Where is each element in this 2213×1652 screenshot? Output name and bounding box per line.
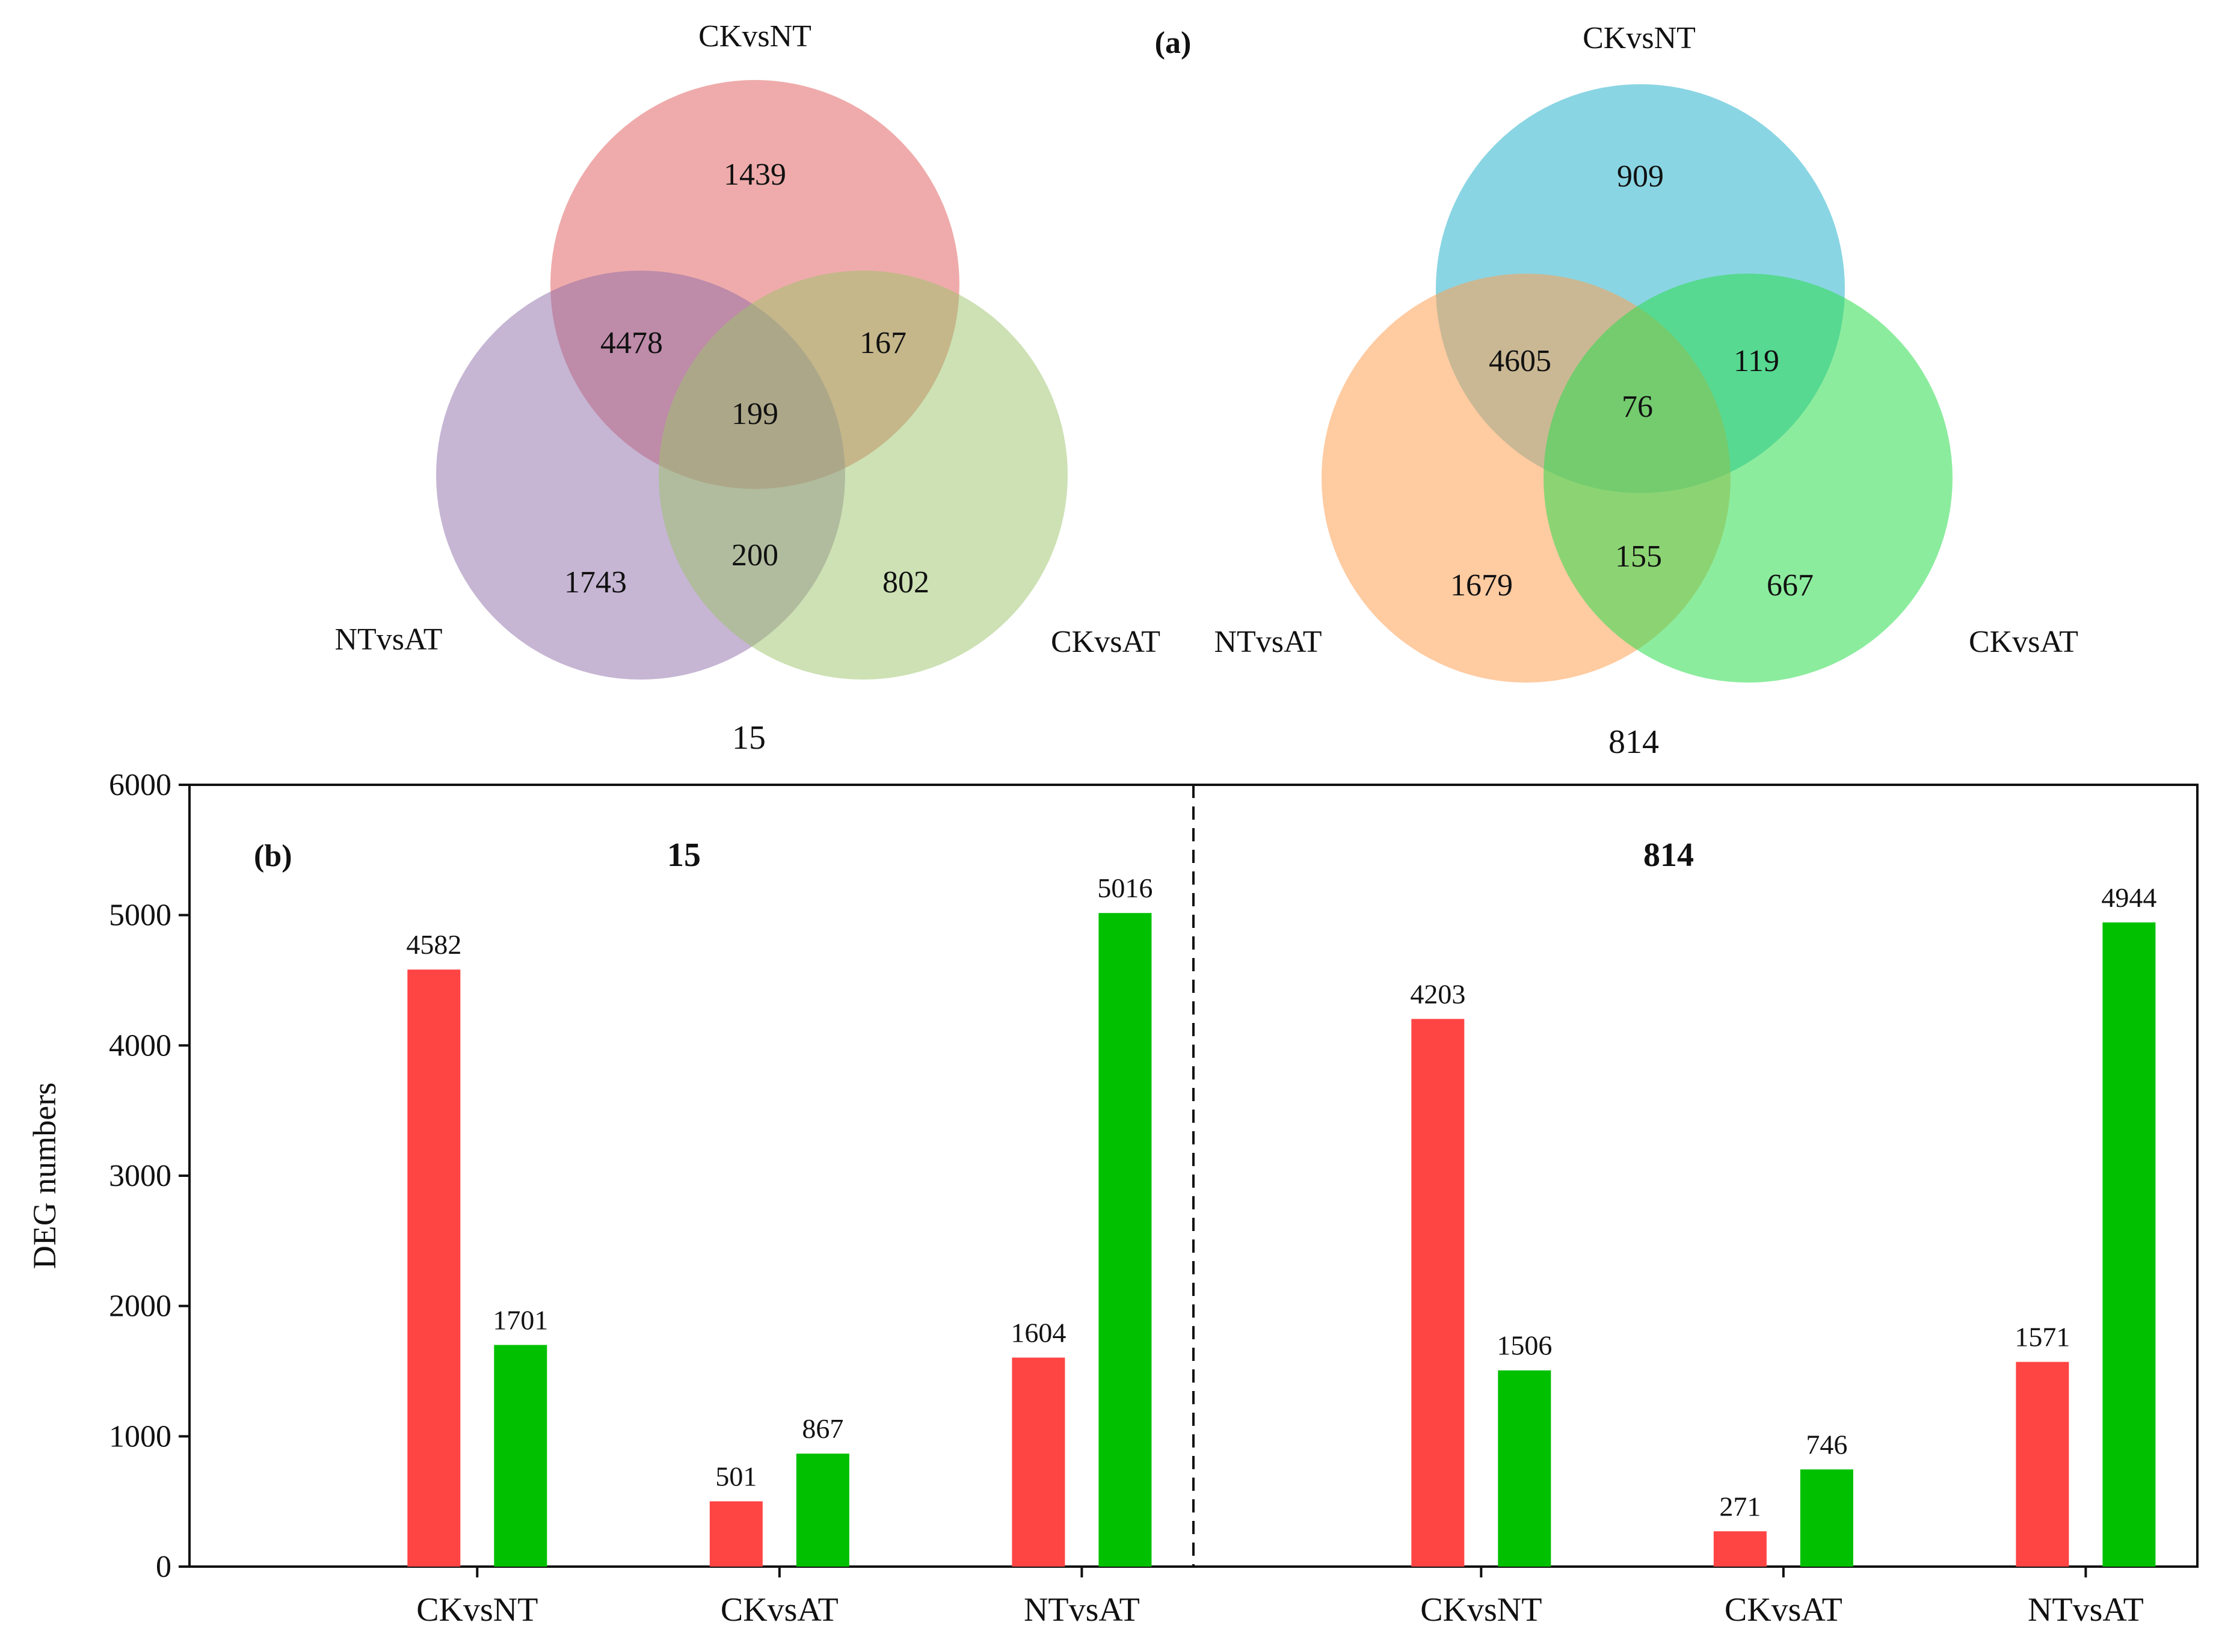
venn-814-region-only-right: 667	[1767, 568, 1814, 603]
bar-value-label: 4582	[406, 929, 461, 960]
venn-814-region-center: 76	[1622, 390, 1653, 424]
bar-green	[796, 1454, 849, 1567]
bar-green	[1498, 1370, 1551, 1567]
group-label: 814	[1643, 837, 1694, 874]
bar-red	[709, 1501, 763, 1567]
x-axis: CKvsNT CKvsAT NTvsAT CKvsNT CKvsAT NTvsAT	[416, 1567, 2144, 1629]
venn-15-region-left-right: 200	[731, 538, 778, 573]
bar-green	[1800, 1469, 1853, 1567]
venn-814-region-top-right: 119	[1734, 344, 1779, 378]
y-tick-label: 3000	[109, 1159, 171, 1193]
bar-value-label: 1701	[493, 1304, 548, 1335]
y-axis: 0 1000 2000 3000 4000 5000 6000	[109, 768, 189, 1584]
y-axis-title: DEG numbers	[26, 1082, 63, 1269]
bar-value-label: 1604	[1011, 1317, 1066, 1348]
bar-red	[2016, 1362, 2069, 1567]
venn-814-set-label-ckvsnt: CKvsNT	[1583, 21, 1696, 55]
bar-value-label: 4203	[1410, 978, 1465, 1009]
venn-15-circle-ckvsat	[659, 271, 1068, 680]
bar-red	[1012, 1357, 1065, 1567]
bar-green	[1098, 913, 1152, 1567]
y-tick-label: 1000	[109, 1419, 171, 1454]
bar-red	[1411, 1019, 1465, 1567]
venn-814-set-label-ntvsat: NTvsAT	[1214, 625, 1322, 659]
venn-15-caption: 15	[732, 719, 766, 757]
venn-diagram-814: CKvsNT NTvsAT CKvsAT 909 4605 119 76 155…	[1214, 21, 2078, 761]
venn-814-region-left-right: 155	[1615, 539, 1662, 574]
bar-value-label: 271	[1719, 1491, 1761, 1521]
x-category-label: CKvsAT	[1725, 1591, 1842, 1629]
bar-value-label: 867	[802, 1413, 843, 1444]
bar-value-label: 1571	[2014, 1322, 2070, 1353]
venn-15-region-only-left: 1743	[564, 565, 627, 600]
venn-814-set-label-ckvsat: CKvsAT	[1969, 625, 2078, 659]
venn-814-caption: 814	[1608, 723, 1659, 761]
bar-chart: (b) DEG numbers 0 1000 2000 3000 4000 5000 600…	[26, 768, 2199, 1629]
bar-red	[407, 969, 461, 1567]
bar-value-label: 1506	[1497, 1330, 1552, 1361]
y-tick-label: 2000	[109, 1289, 171, 1324]
bar-green	[494, 1345, 547, 1567]
venn-15-set-label-ckvsat: CKvsAT	[1051, 625, 1160, 659]
venn-15-set-label-ckvsnt: CKvsNT	[698, 19, 811, 54]
venn-15-region-only-top: 1439	[724, 158, 786, 192]
x-category-label: CKvsNT	[1420, 1591, 1542, 1629]
venn-15-region-top-left: 4478	[600, 326, 663, 360]
bar-value-label: 4944	[2101, 882, 2156, 913]
y-tick-label: 5000	[109, 898, 171, 933]
venn-814-region-top-left: 4605	[1489, 344, 1551, 378]
bar-red	[1713, 1531, 1767, 1567]
x-category-label: CKvsAT	[721, 1591, 839, 1629]
venn-814-region-only-left: 1679	[1450, 568, 1513, 603]
y-tick-label: 6000	[109, 768, 171, 802]
x-category-label: CKvsNT	[416, 1591, 538, 1629]
group-label: 15	[667, 837, 701, 874]
venn-diagram-15: CKvsNT NTvsAT CKvsAT 1439 4478 167 199 2…	[334, 19, 1160, 757]
y-tick-label: 0	[156, 1550, 171, 1584]
y-tick-label: 4000	[109, 1028, 171, 1063]
group-labels: 15 814	[667, 837, 1694, 874]
bar-value-label: 746	[1806, 1429, 1847, 1460]
venn-15-region-top-right: 167	[860, 326, 906, 360]
panel-b-tag: (b)	[254, 839, 292, 873]
venn-814-circle-ckvsat	[1544, 274, 1953, 683]
venn-814-region-only-top: 909	[1617, 159, 1664, 194]
bar-green	[2102, 922, 2156, 1567]
bar-value-label: 5016	[1097, 873, 1153, 903]
venn-15-region-only-right: 802	[882, 565, 929, 600]
venn-15-region-center: 199	[731, 397, 778, 431]
bars: 4582 1701 501 867 1604 5016 4203 1506 271 746 1571…	[406, 873, 2156, 1567]
panel-a-tag: (a)	[1155, 26, 1192, 60]
x-category-label: NTvsAT	[2028, 1591, 2144, 1629]
x-category-label: NTvsAT	[1024, 1591, 1140, 1629]
bar-value-label: 501	[715, 1461, 757, 1491]
venn-15-set-label-ntvsat: NTvsAT	[334, 622, 442, 657]
